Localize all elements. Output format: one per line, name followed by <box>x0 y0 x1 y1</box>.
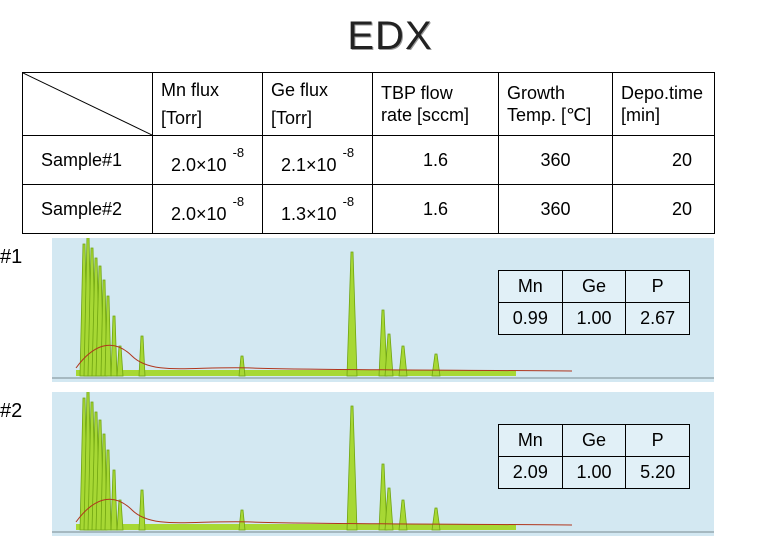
corner-cell <box>22 72 153 136</box>
spectrum-peak <box>138 489 146 531</box>
spectrum-peak <box>238 509 246 531</box>
header-tbp-flow: TBP flow rate [sccm] <box>372 72 499 136</box>
temp-cell: 360 <box>498 184 613 234</box>
composition-header: Ge <box>561 270 627 303</box>
header-row: Mn flux [Torr] Ge flux [Torr] TBP flow rate… <box>22 72 715 136</box>
spectrum-peak <box>378 463 388 531</box>
spectrum-peak <box>116 345 124 377</box>
background-curve <box>75 344 573 372</box>
spectrum-1-label: #1 <box>0 246 23 268</box>
spectrum-peak <box>104 449 112 531</box>
composition-value: 2.67 <box>625 302 690 335</box>
header-ge-flux: Ge flux [Torr] <box>262 72 373 136</box>
composition-value-row: 0.99 1.00 2.67 <box>498 302 690 335</box>
composition-value: 1.00 <box>561 302 627 335</box>
spectrum-peak <box>238 355 246 377</box>
composition-value: 2.09 <box>498 456 563 489</box>
spectrum-peak <box>378 309 388 377</box>
spectrum-peak <box>346 251 358 377</box>
spectrum-peak <box>116 499 124 531</box>
background-curve <box>75 498 573 526</box>
spectrum-peak <box>384 333 394 377</box>
spectrum-plot <box>52 392 714 533</box>
baseline-band <box>76 370 516 376</box>
baseline-band <box>76 524 516 530</box>
time-cell: 20 <box>612 135 715 185</box>
composition-header-row: Mn Ge P <box>498 270 690 303</box>
table-row: Sample#2 2.0×10-8 1.3×10-8 1.6 360 20 <box>22 184 715 234</box>
diagonal-line <box>23 73 152 135</box>
spectrum-plot <box>52 238 714 379</box>
spectrum-peak <box>104 295 112 377</box>
composition-header: Mn <box>498 270 563 303</box>
ge-flux-cell: 1.3×10-8 <box>262 184 373 234</box>
composition-value-row: 2.09 1.00 5.20 <box>498 456 690 489</box>
composition-header: P <box>625 424 690 457</box>
composition-header: Ge <box>561 424 627 457</box>
spectrum-peak <box>398 499 408 531</box>
header-mn-flux: Mn flux [Torr] <box>152 72 263 136</box>
spectrum-peak <box>431 353 441 377</box>
row-label: Sample#1 <box>22 135 153 185</box>
header-depo-time: Depo.time [min] <box>612 72 715 136</box>
row-label: Sample#2 <box>22 184 153 234</box>
time-cell: 20 <box>612 184 715 234</box>
table-row: Sample#1 2.0×10-8 2.1×10-8 1.6 360 20 <box>22 135 715 185</box>
tbp-cell: 1.6 <box>372 184 499 234</box>
composition-value: 1.00 <box>561 456 627 489</box>
growth-parameters-table: Mn flux [Torr] Ge flux [Torr] TBP flow rate… <box>22 72 715 234</box>
spectrum-2-label: #2 <box>0 400 23 422</box>
spectrum-peak <box>398 345 408 377</box>
spectrum-peak <box>138 335 146 377</box>
composition-value: 5.20 <box>625 456 690 489</box>
spectrum-peak <box>384 487 394 531</box>
page-title: EDX <box>347 14 433 58</box>
mn-flux-cell: 2.0×10-8 <box>152 135 263 185</box>
mn-flux-cell: 2.0×10-8 <box>152 184 263 234</box>
composition-table-2: Mn Ge P 2.09 1.00 5.20 <box>498 424 690 489</box>
spectrum-peak <box>346 405 358 531</box>
temp-cell: 360 <box>498 135 613 185</box>
peak-group <box>52 238 714 379</box>
spectrum-peak <box>431 507 441 531</box>
peak-group <box>52 392 714 533</box>
composition-header-row: Mn Ge P <box>498 424 690 457</box>
tbp-cell: 1.6 <box>372 135 499 185</box>
header-growth-temp: Growth Temp. [℃] <box>498 72 613 136</box>
composition-value: 0.99 <box>498 302 563 335</box>
composition-table-1: Mn Ge P 0.99 1.00 2.67 <box>498 270 690 335</box>
composition-header: P <box>625 270 690 303</box>
composition-header: Mn <box>498 424 563 457</box>
ge-flux-cell: 2.1×10-8 <box>262 135 373 185</box>
